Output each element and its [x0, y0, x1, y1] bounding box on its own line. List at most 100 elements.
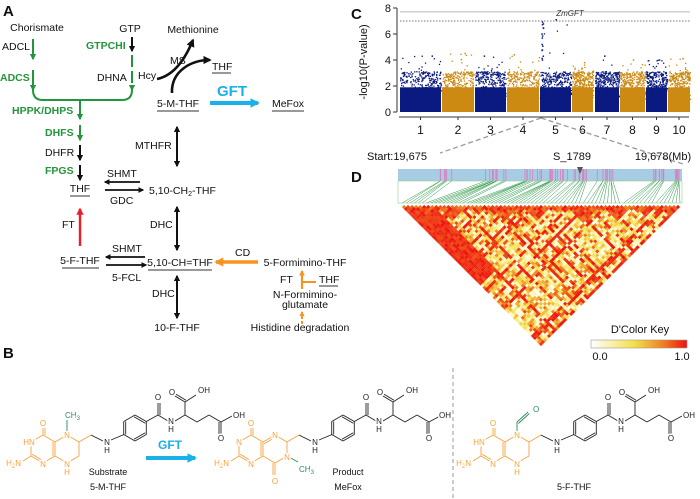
ld-cell — [544, 275, 550, 280]
manhattan-point — [613, 81, 615, 84]
manhattan-point — [558, 76, 560, 78]
ld-cell — [552, 255, 558, 260]
manhattan-point — [569, 93, 572, 95]
manhattan-point — [685, 89, 687, 92]
ld-cell — [613, 251, 618, 256]
manhattan-point — [521, 94, 523, 97]
ld-cell — [484, 206, 489, 212]
manhattan-point — [598, 93, 600, 95]
manhattan-point — [603, 92, 606, 94]
manhattan-point — [469, 72, 471, 74]
manhattan-point — [442, 98, 445, 100]
manhattan-point — [671, 89, 673, 91]
manhattan-point — [491, 76, 493, 78]
ld-cell — [422, 225, 427, 230]
ld-cell — [450, 225, 455, 230]
ld-cell — [548, 295, 554, 300]
manhattan-point — [623, 95, 625, 97]
manhattan-point — [643, 78, 645, 80]
ld-cell — [555, 249, 560, 254]
manhattan-point — [550, 93, 552, 95]
manhattan-point — [547, 74, 549, 76]
manhattan-point — [584, 77, 586, 80]
ld-cell — [540, 319, 546, 324]
ld-cell — [448, 219, 453, 224]
ld-cell — [512, 315, 517, 320]
manhattan-point — [620, 85, 622, 87]
manhattan-point — [548, 67, 550, 69]
ld-cell — [538, 289, 544, 294]
ld-cell — [581, 255, 586, 260]
manhattan-point — [646, 71, 648, 74]
ld-cell — [591, 237, 596, 242]
ld-cell — [555, 225, 560, 230]
ld-cell — [518, 245, 523, 250]
ld-cell — [546, 293, 552, 298]
shmt-label-1: SHMT — [107, 168, 137, 180]
ld-cell — [411, 214, 417, 220]
ld-cell — [484, 259, 489, 264]
manhattan-point — [477, 87, 479, 89]
manhattan-point — [482, 82, 484, 84]
ld-cell — [544, 206, 550, 212]
ld-cell — [542, 257, 548, 262]
panel-label-a: A — [3, 3, 14, 20]
manhattan-point — [663, 91, 665, 93]
ld-cell — [512, 271, 517, 276]
ld-cell — [577, 287, 582, 292]
ld-cell — [623, 253, 628, 258]
manhattan-point — [661, 91, 663, 93]
ld-cell — [518, 305, 523, 310]
manhattan-point — [578, 89, 580, 91]
dhfs-label: DHFS — [45, 127, 74, 139]
manhattan-point — [430, 84, 432, 87]
manhattan-point — [450, 76, 452, 79]
ld-cell — [546, 257, 552, 262]
manhattan-point — [639, 80, 641, 82]
ld-cell — [583, 297, 588, 302]
ld-cell — [480, 235, 485, 240]
ld-cell — [546, 245, 552, 250]
ld-cell — [490, 293, 495, 298]
manhattan-point — [519, 87, 522, 89]
manhattan-point — [453, 84, 455, 86]
manhattan-point — [418, 80, 420, 83]
ld-cell — [587, 225, 592, 230]
manhattan-point — [507, 73, 510, 75]
manhattan-point — [465, 96, 467, 98]
manhattan-point — [547, 83, 549, 85]
manhattan-point — [600, 85, 602, 87]
manhattan-point — [421, 79, 423, 82]
manhattan-point — [535, 88, 538, 90]
ld-cell — [542, 301, 548, 306]
manhattan-point — [581, 71, 583, 73]
ld-cell — [482, 229, 487, 234]
ld-cell — [548, 299, 554, 304]
ld-cell — [516, 231, 521, 236]
manhattan-point — [653, 99, 656, 101]
manhattan-point — [431, 73, 433, 75]
ld-cell — [542, 229, 548, 234]
ld-cell — [577, 223, 582, 228]
manhattan-point — [477, 74, 479, 76]
manhattan-point — [652, 90, 654, 92]
ld-cell — [573, 291, 578, 296]
ld-cell — [446, 221, 451, 226]
ld-cell — [520, 210, 525, 216]
ld-cell — [544, 271, 550, 276]
manhattan-point — [604, 90, 606, 92]
manhattan-point — [583, 92, 585, 94]
manhattan-point — [412, 72, 414, 75]
snp-link — [671, 180, 679, 204]
manhattan-point — [670, 83, 673, 85]
ld-cell — [510, 281, 515, 286]
manhattan-point — [469, 89, 471, 91]
ld-cell — [555, 317, 560, 322]
manhattan-point — [634, 76, 636, 79]
manhattan-point — [675, 77, 677, 79]
ld-cell — [482, 257, 487, 262]
ld-cell — [579, 301, 584, 306]
manhattan-point — [679, 86, 681, 88]
ld-cell — [420, 223, 425, 228]
ld-cell — [544, 267, 550, 272]
